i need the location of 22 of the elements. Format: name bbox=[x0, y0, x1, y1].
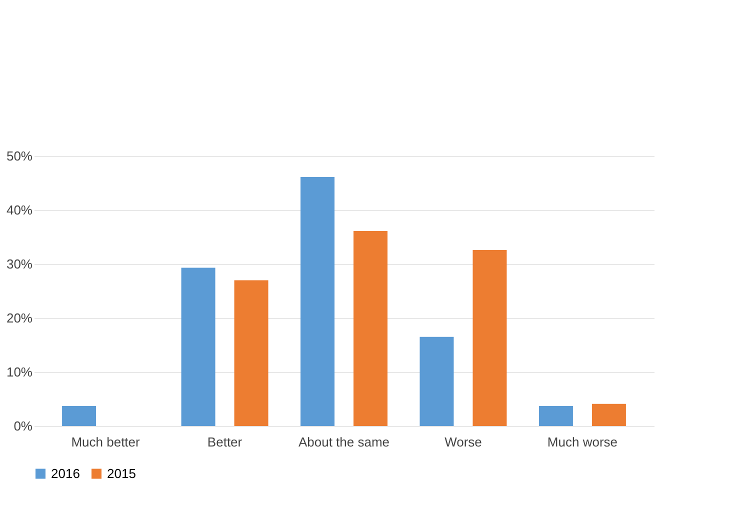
bar bbox=[353, 231, 388, 426]
x-tick-label: Worse bbox=[444, 434, 482, 450]
y-tick-label: 10% bbox=[6, 364, 33, 380]
bar bbox=[420, 336, 454, 426]
bar bbox=[181, 268, 216, 426]
bar bbox=[234, 280, 268, 426]
bar bbox=[300, 177, 335, 426]
bar bbox=[538, 406, 573, 426]
x-tick-label: Much worse bbox=[547, 434, 618, 450]
legend-label: 2016 bbox=[51, 466, 80, 481]
y-tick-label: 50% bbox=[6, 148, 33, 164]
bar bbox=[62, 406, 96, 426]
x-tick-label: About the same bbox=[298, 434, 390, 450]
y-tick-label: 20% bbox=[6, 310, 33, 326]
y-tick-label: 30% bbox=[6, 256, 33, 272]
legend-label: 2015 bbox=[107, 466, 136, 481]
y-tick-label: 40% bbox=[6, 202, 33, 218]
x-tick-label: Better bbox=[207, 434, 243, 450]
bar bbox=[472, 250, 507, 426]
y-tick-label: 0% bbox=[14, 418, 33, 434]
bar bbox=[592, 404, 626, 426]
x-tick-label: Much better bbox=[71, 434, 141, 450]
